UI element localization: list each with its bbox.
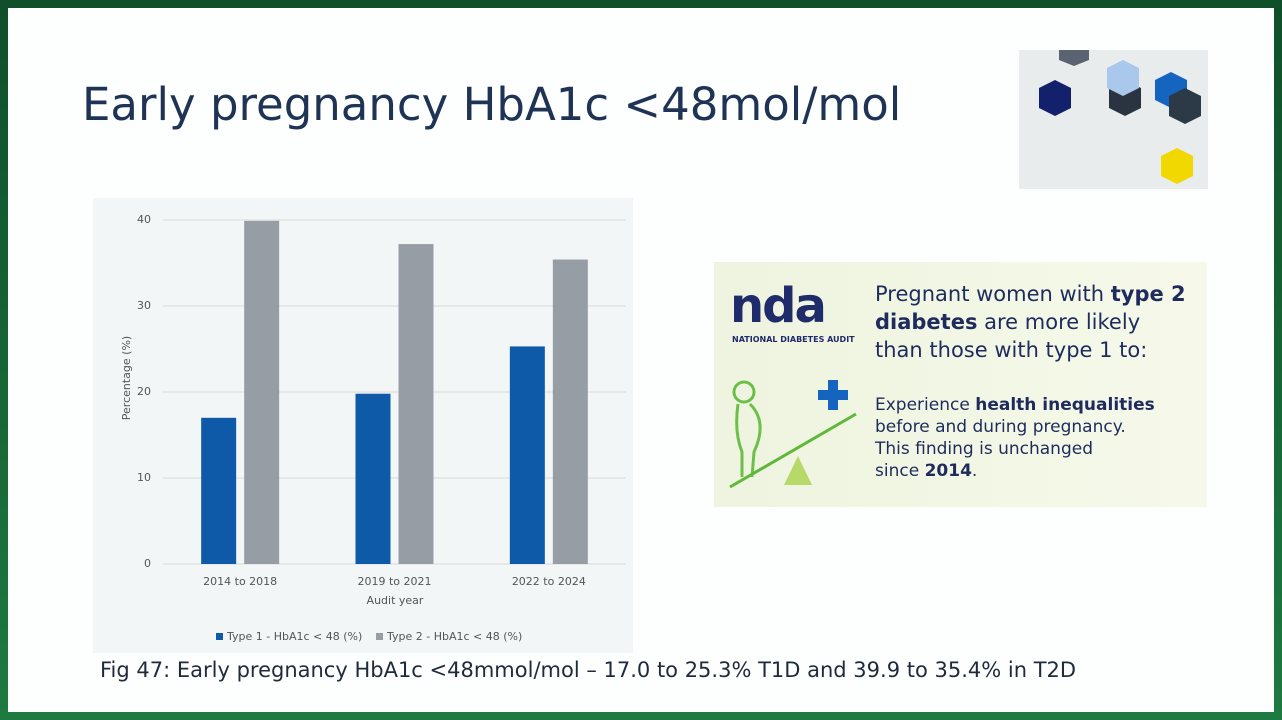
text-run: than those with type 1 to: bbox=[875, 338, 1148, 362]
bar bbox=[355, 393, 391, 564]
slide-title: Early pregnancy HbA1c <48mol/mol bbox=[82, 78, 902, 131]
text-run: before and during pregnancy. bbox=[875, 417, 1126, 437]
legend-label: Type 2 - HbA1c < 48 (%) bbox=[386, 630, 522, 643]
bar bbox=[244, 220, 280, 565]
logo-caption: NATIONAL DIABETES AUDIT bbox=[732, 335, 855, 344]
y-tick-label: 10 bbox=[137, 471, 151, 484]
y-tick-label: 0 bbox=[144, 557, 151, 570]
text-line: diabetes are more likely bbox=[875, 308, 1140, 336]
bar bbox=[509, 346, 545, 564]
y-axis-title: Percentage (%) bbox=[120, 336, 133, 420]
y-tick-label: 40 bbox=[137, 213, 151, 226]
x-tick-label: 2022 to 2024 bbox=[512, 575, 586, 588]
cube-graphic bbox=[1019, 50, 1208, 189]
legend-label: Type 1 - HbA1c < 48 (%) bbox=[226, 630, 362, 643]
text-line: This finding is unchanged bbox=[875, 438, 1093, 460]
bar bbox=[552, 259, 588, 564]
text-run: Experience bbox=[875, 395, 976, 415]
slide: Early pregnancy HbA1c <48mol/mol Percent… bbox=[8, 8, 1274, 712]
text-run: since bbox=[875, 461, 925, 481]
text-line: Experience health inequalities bbox=[875, 394, 1155, 416]
x-axis-title: Audit year bbox=[367, 594, 424, 607]
legend-swatch bbox=[376, 633, 383, 640]
text-line: since 2014. bbox=[875, 460, 977, 482]
text-run: diabetes bbox=[875, 310, 978, 334]
infographic: nda NATIONAL DIABETES AUDIT Pregnant wom… bbox=[714, 262, 1207, 507]
text-run: health inequalities bbox=[975, 395, 1155, 415]
x-tick-label: 2019 to 2021 bbox=[357, 575, 431, 588]
y-tick-label: 30 bbox=[137, 299, 151, 312]
bar bbox=[398, 244, 434, 564]
x-tick-label: 2014 to 2018 bbox=[203, 575, 277, 588]
text-line: before and during pregnancy. bbox=[875, 416, 1126, 438]
text-run: . bbox=[971, 461, 978, 481]
text-run: type 2 bbox=[1110, 282, 1186, 306]
text-line: Pregnant women with type 2 bbox=[875, 280, 1186, 308]
text-run: Pregnant women with bbox=[875, 282, 1111, 306]
text-run: 2014 bbox=[924, 461, 972, 481]
text-run: are more likely bbox=[977, 310, 1141, 334]
bar bbox=[201, 417, 237, 564]
illustration bbox=[729, 380, 857, 489]
logo: nda bbox=[730, 278, 827, 334]
legend-swatch bbox=[216, 633, 223, 640]
text-run: This finding is unchanged bbox=[875, 439, 1093, 459]
chart: Percentage (%) Audit year 0 10 20 30 40 2014 … bbox=[93, 198, 633, 653]
figure-caption: Fig 47: Early pregnancy HbA1c <48mmol/mo… bbox=[100, 658, 1077, 682]
y-tick-label: 20 bbox=[137, 385, 151, 398]
text-line: than those with type 1 to: bbox=[875, 336, 1147, 364]
